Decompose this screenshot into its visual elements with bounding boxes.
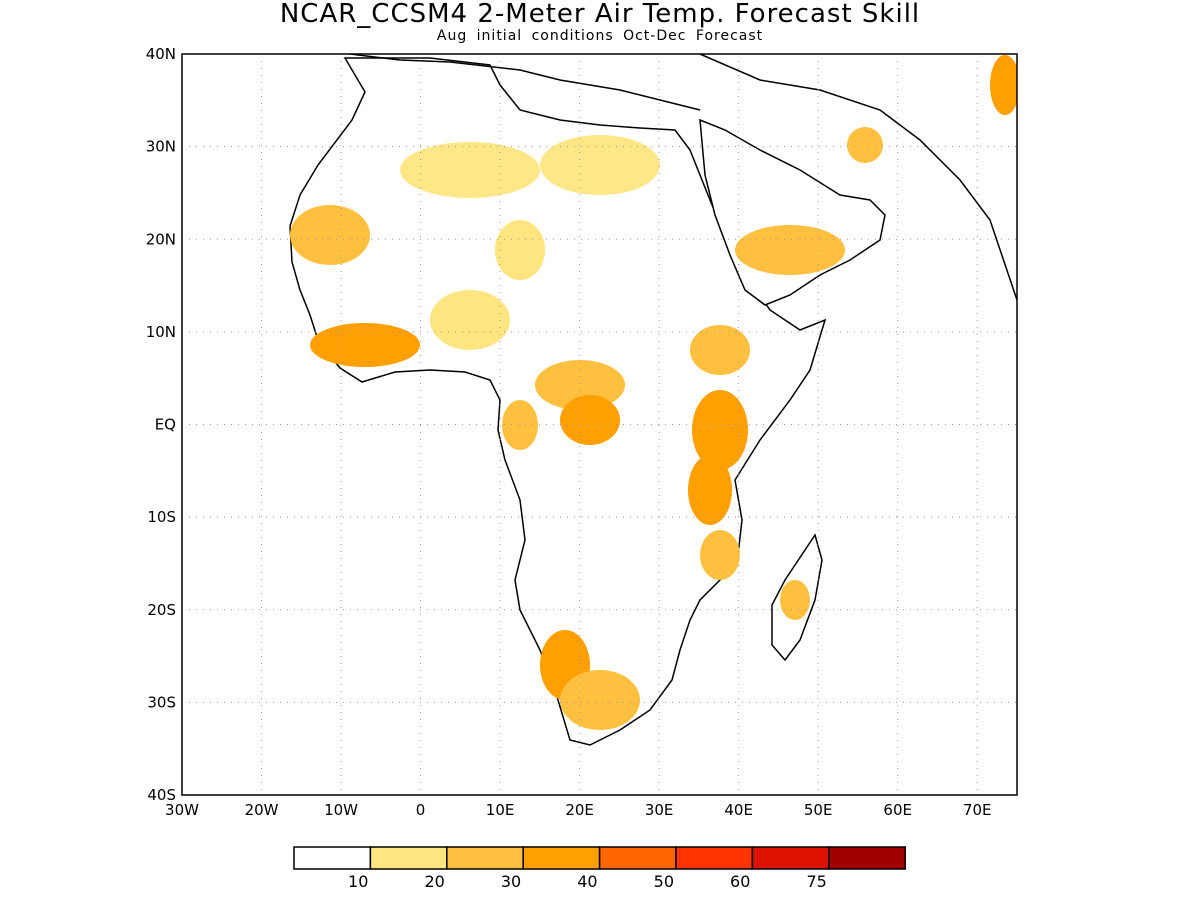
x-tick-label: 50E — [804, 801, 833, 819]
x-tick-label: 10E — [486, 801, 515, 819]
legend-label: 75 — [806, 872, 826, 891]
legend-swatch — [293, 846, 372, 870]
legend-swatch — [828, 846, 906, 870]
map-frame — [181, 53, 1018, 796]
x-tick-label: 70E — [963, 801, 992, 819]
legend-label: 30 — [501, 872, 521, 891]
x-tick-label: 10W — [324, 801, 358, 819]
x-tick-label: 20E — [565, 801, 594, 819]
map-title: NCAR_CCSM4 2-Meter Air Temp. Forecast Sk… — [279, 0, 921, 29]
x-tick-label: 60E — [883, 801, 912, 819]
y-tick-label: 40S — [147, 786, 176, 804]
legend-label: 50 — [654, 872, 674, 891]
legend-label: 40 — [577, 872, 597, 891]
legend-label: 20 — [424, 872, 444, 891]
y-tick-label: 20N — [146, 230, 176, 248]
legend-swatch — [522, 846, 601, 870]
x-tick-label: 40E — [724, 801, 753, 819]
legend-swatch — [751, 846, 830, 870]
y-tick-label: 30N — [146, 138, 176, 156]
x-tick-label: 20W — [245, 801, 279, 819]
legend-swatch — [369, 846, 448, 870]
y-tick-label: 40N — [146, 45, 176, 63]
y-axis: 40N 30N 20N 10N EQ 10S 20S 30S 40S — [146, 45, 176, 804]
legend-swatch — [446, 846, 524, 870]
map-subtitle: Aug initial conditions Oct-Dec Forecast — [436, 28, 764, 44]
x-tick-label: 30E — [645, 801, 674, 819]
y-tick-label: 10S — [147, 508, 176, 526]
y-tick-label: 10N — [146, 323, 176, 341]
middle-east-landmass — [699, 54, 1017, 301]
y-tick-label: 30S — [147, 693, 176, 711]
legend-label: 60 — [730, 872, 750, 891]
legend-swatch — [598, 846, 677, 870]
skill-shading — [290, 55, 1017, 730]
y-tick-label: 20S — [147, 601, 176, 619]
x-axis: 30W 20W 10W 0 10E 20E 30E 40E 50E 60E 70E — [165, 801, 991, 819]
x-tick-label: 30W — [165, 801, 199, 819]
legend-label: 10 — [348, 872, 368, 891]
color-legend: 10 20 30 40 50 60 75 — [293, 846, 906, 891]
x-tick-label: 0 — [416, 801, 426, 819]
legend-swatch — [675, 846, 754, 870]
y-tick-label: EQ — [155, 416, 176, 434]
europe-coast — [349, 54, 701, 111]
